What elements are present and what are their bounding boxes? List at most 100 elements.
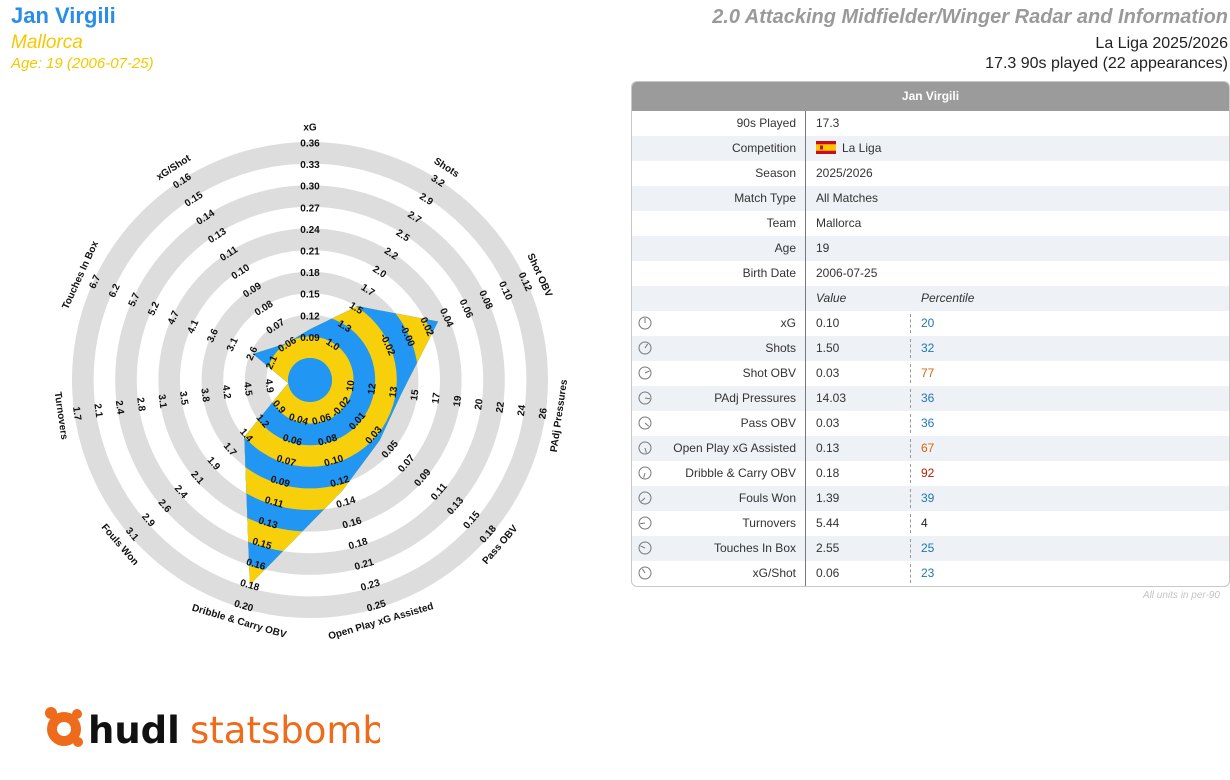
percentile-dial-icon: [638, 391, 652, 405]
radar-tick-label: 3.5: [177, 391, 190, 407]
percentile-dial-icon: [638, 541, 652, 555]
percentile-divider: [910, 439, 911, 458]
player-name: Jan Virgili: [11, 3, 116, 28]
info-value: 19: [816, 236, 829, 261]
radar-tick-label: 0.33: [300, 160, 320, 171]
radar-tick-label: 0.27: [300, 203, 320, 214]
info-table-header: Jan Virgili: [632, 82, 1229, 111]
percentile-divider: [910, 389, 911, 408]
percentile-divider: [910, 414, 911, 433]
column-divider: [805, 411, 806, 436]
radar-tick-label: 0.09: [269, 474, 291, 490]
units-note: All units in per-90: [1142, 590, 1220, 601]
info-table-body: 90s Played 17.3 Competition La Liga Season 20…: [632, 111, 1229, 586]
metric-percentile: 36: [921, 416, 935, 430]
radar-tick-label: 0.21: [300, 247, 320, 258]
radar-tick-label: 0.07: [275, 453, 297, 469]
radar-tick-label: 1.7: [70, 406, 83, 422]
radar-tick-label: 2.6: [245, 345, 261, 363]
radar-tick-label: 6.7: [87, 273, 103, 291]
radar-tick-label: 5.7: [127, 291, 143, 309]
info-row: Age 19: [632, 236, 1229, 261]
metric-percentile: 36: [921, 391, 935, 405]
radar-tick-label: 24: [516, 404, 529, 417]
radar-tick-label: 3.6: [205, 327, 221, 345]
radar-tick-label: 0.15: [300, 290, 320, 301]
info-label: Birth Date: [742, 266, 796, 280]
percentile-dial-icon: [638, 416, 652, 430]
radar-tick-label: 0.11: [263, 495, 285, 511]
metric-row: Shot OBV 0.03 77: [632, 361, 1229, 386]
radar-tick-label: 0.18: [239, 578, 261, 594]
metric-value: 14.03: [816, 391, 847, 405]
radar-tick-label: 0.08: [317, 432, 339, 448]
info-value: 17.3: [816, 111, 839, 136]
info-value-text: 2025/2026: [816, 166, 873, 180]
radar-tick-label: 3.1: [155, 394, 168, 410]
info-label: Season: [755, 166, 796, 180]
radar-ring: [72, 142, 548, 618]
info-value: 2006-07-25: [816, 261, 877, 286]
radar-tick-label: 0.06: [311, 412, 333, 428]
metric-value: 2.55: [816, 541, 840, 555]
radar-tick-label: 0.36: [300, 139, 320, 150]
info-value-text: 2006-07-25: [816, 266, 878, 280]
percentile-divider: [910, 514, 911, 533]
column-divider: [805, 561, 806, 586]
metric-percentile: 32: [921, 341, 935, 355]
percentile-divider: [910, 539, 911, 558]
radar-tick-label: 0.30: [300, 182, 320, 193]
metric-value: 0.10: [816, 316, 840, 330]
percentile-divider: [910, 564, 911, 583]
radar-tick-label: 0.12: [329, 474, 351, 490]
radar-tick-label: 4.2: [220, 384, 233, 400]
info-row: Season 2025/2026: [632, 161, 1229, 186]
spain-flag-icon: [816, 141, 836, 154]
percentile-dial-icon: [638, 566, 652, 580]
percentile-dial-icon: [638, 491, 652, 505]
radar-tick-label: 0.15: [251, 536, 273, 552]
percentile-divider: [910, 364, 911, 383]
info-row: 90s Played 17.3: [632, 111, 1229, 136]
metric-percentile: 77: [921, 366, 935, 380]
percentile-dial-icon: [638, 466, 652, 480]
metric-value: 1.39: [816, 491, 840, 505]
column-divider: [805, 186, 806, 211]
column-divider: [805, 511, 806, 536]
info-label: Competition: [731, 141, 796, 155]
metric-row: Dribble & Carry OBV 0.18 92: [632, 461, 1229, 486]
metric-percentile: 23: [921, 566, 935, 580]
radar-tick-label: 13: [388, 385, 401, 398]
column-divider: [805, 136, 806, 161]
radar-tick-label: 4.9: [262, 378, 275, 394]
radar-tick-label: 0.14: [335, 495, 357, 511]
percentile-divider: [910, 339, 911, 358]
column-divider: [805, 261, 806, 286]
column-divider: [805, 536, 806, 561]
info-value-text: Mallorca: [816, 216, 862, 230]
column-header-value: Value: [816, 291, 847, 305]
radar-tick-label: 4.7: [166, 309, 182, 327]
metric-label: Turnovers: [742, 516, 796, 530]
metric-row: PAdj Pressures 14.03 36: [632, 386, 1229, 411]
column-divider: [805, 336, 806, 361]
competition-season: La Liga 2025/2026: [1095, 35, 1228, 52]
metric-label: Pass OBV: [740, 416, 796, 430]
logo-statsbomb-text: statsbomb: [190, 709, 380, 752]
radar-tick-label: 0.06: [281, 433, 303, 449]
radar-tick-label: 2.1: [91, 403, 104, 419]
info-value: All Matches: [816, 186, 878, 211]
column-divider: [805, 361, 806, 386]
metric-label: Shots: [765, 341, 796, 355]
column-divider: [805, 111, 806, 136]
radar-tick-label: 0.23: [360, 578, 382, 594]
radar-tick-label: 12: [366, 382, 379, 395]
metric-value: 0.03: [816, 416, 840, 430]
metric-row: Open Play xG Assisted 0.13 67: [632, 436, 1229, 461]
radar-ring: [115, 185, 505, 575]
metric-row: Shots 1.50 32: [632, 336, 1229, 361]
column-divider: [805, 236, 806, 261]
column-divider: [805, 311, 806, 336]
radar-tick-label: 0.25: [366, 598, 388, 614]
metric-row: xG/Shot 0.06 23: [632, 561, 1229, 586]
